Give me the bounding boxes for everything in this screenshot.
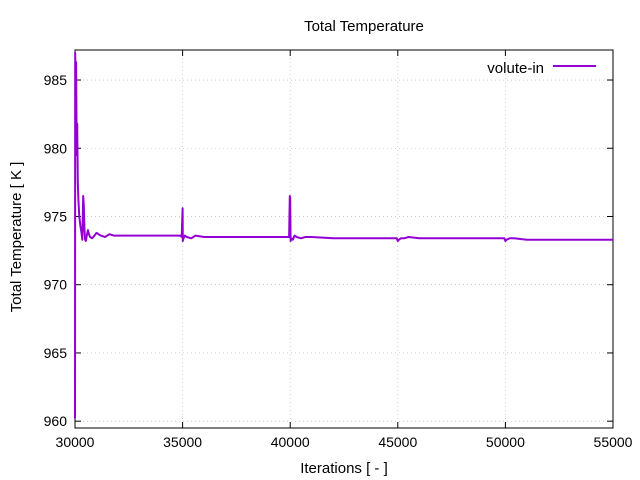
axis-ticks: 30000 35000 40000 45000 50000 55000 960 965 970 9… xyxy=(44,50,633,450)
x-tick-label: 50000 xyxy=(486,434,525,450)
chart-title: Total Temperature xyxy=(304,18,424,35)
x-tick-label: 35000 xyxy=(163,434,202,450)
y-tick-label: 970 xyxy=(44,277,68,293)
y-tick-label: 965 xyxy=(44,345,68,361)
y-tick-label: 980 xyxy=(44,140,68,156)
x-tick-label: 30000 xyxy=(56,434,95,450)
y-tick-label: 960 xyxy=(44,413,68,429)
series-layer xyxy=(74,51,613,419)
x-axis-label: Iterations [ - ] xyxy=(300,460,388,477)
y-axis-label: Total Temperature [ K ] xyxy=(8,162,25,313)
legend-label: volute-in xyxy=(487,60,544,77)
series-line-volute-in xyxy=(74,51,613,419)
x-tick-label: 45000 xyxy=(378,434,417,450)
x-tick-label: 40000 xyxy=(271,434,310,450)
y-tick-label: 975 xyxy=(44,208,68,224)
legend: volute-in xyxy=(487,60,596,77)
x-tick-label: 55000 xyxy=(594,434,633,450)
y-tick-label: 985 xyxy=(44,72,68,88)
grid xyxy=(75,50,613,428)
